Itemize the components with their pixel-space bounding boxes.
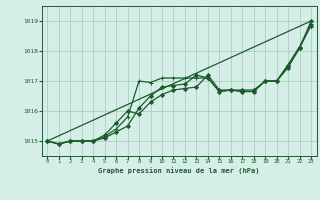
X-axis label: Graphe pression niveau de la mer (hPa): Graphe pression niveau de la mer (hPa) [99,167,260,174]
